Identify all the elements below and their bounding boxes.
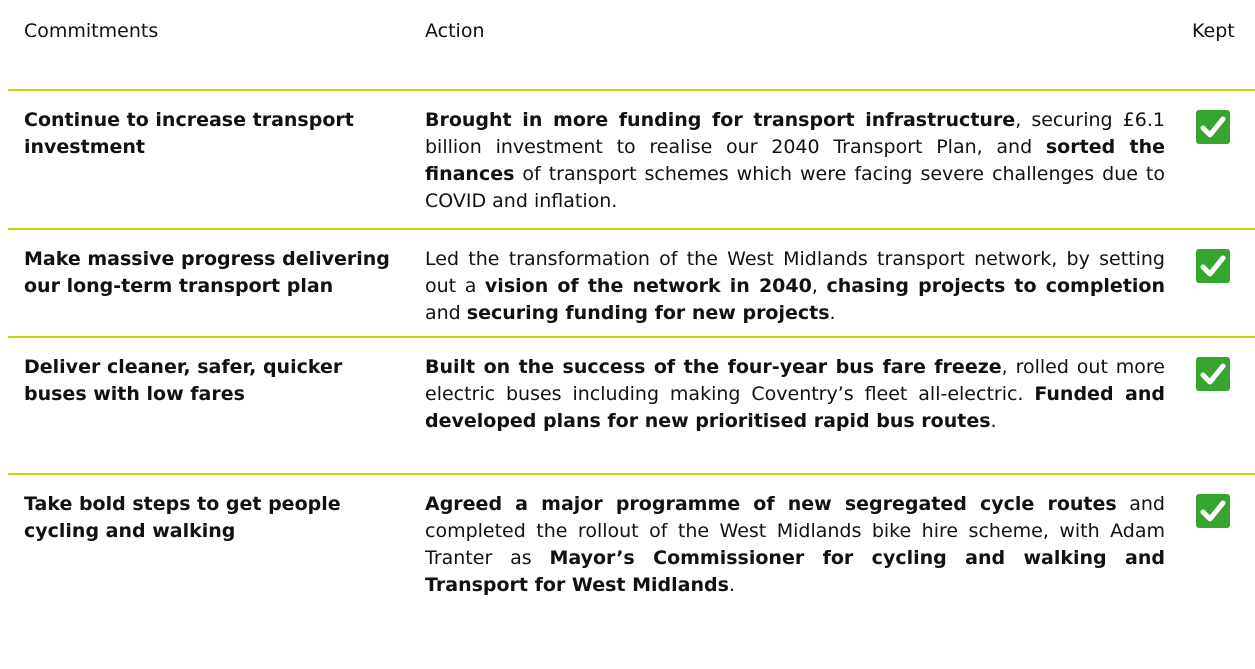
commitment: Deliver cleaner, safer, quicker buses wi… [24,356,343,405]
check-mark [1200,363,1226,385]
action-bold: sorted the finances [425,136,1165,185]
action-bold: Brought in more funding for transport in… [425,109,1016,131]
action-bold: chasing projects to completion [826,275,1165,297]
commitment: Make massive progress delivering our lon… [24,248,390,297]
header-action: Action [425,20,485,42]
check-mark [1200,116,1226,138]
action-bold: Mayor’s Commissioner for cycling and wal… [425,547,1165,596]
header-commitments: Commitments [24,20,159,42]
action-text: , [811,275,827,297]
kept-check [1195,493,1231,534]
action-text: . [990,410,997,432]
check-icon [1196,357,1230,391]
action: Led the transformation of the West Midla… [425,246,1165,327]
check-icon [1196,494,1230,528]
check-mark [1200,255,1226,277]
action-text: of transport schemes which were facing s… [425,163,1165,212]
table-row: Make massive progress delivering our lon… [8,228,1255,338]
action: Agreed a major programme of new segregat… [425,491,1165,599]
kept-check [1195,356,1231,397]
action-text: Led the transformation of the West Midla… [425,248,1165,297]
kept-check [1195,248,1231,289]
action-text: . [829,302,836,324]
action: Brought in more funding for transport in… [425,107,1165,215]
action-bold: vision of the network in 2040 [484,275,812,297]
check-icon [1196,110,1230,144]
action-bold: Funded and developed plans for new prior… [425,383,1165,432]
kept-check [1195,109,1231,150]
table-row: Take bold steps to get people cycling an… [8,473,1255,669]
action-bold: securing funding for new projects [466,302,830,324]
action-bold: Agreed a major programme of new segregat… [425,493,1117,515]
commitment: Continue to increase transport investmen… [24,109,354,158]
header-kept: Kept [1192,20,1235,42]
table-row: Deliver cleaner, safer, quicker buses wi… [8,336,1255,475]
action-text: and completed the rollout of the West Mi… [425,493,1165,569]
action-text: . [728,574,735,596]
action: Built on the success of the four-year bu… [425,354,1165,435]
action-bold: Built on the success of the four-year bu… [425,356,1002,378]
action-text: , rolled out more electric buses includi… [425,356,1165,405]
commitment: Take bold steps to get people cycling an… [24,493,341,542]
check-mark [1200,500,1226,522]
table-row: Continue to increase transport investmen… [8,89,1255,230]
action-text: , securing £6.1 billion investment to re… [425,109,1165,158]
action-text: and [425,302,467,324]
check-icon [1196,249,1230,283]
